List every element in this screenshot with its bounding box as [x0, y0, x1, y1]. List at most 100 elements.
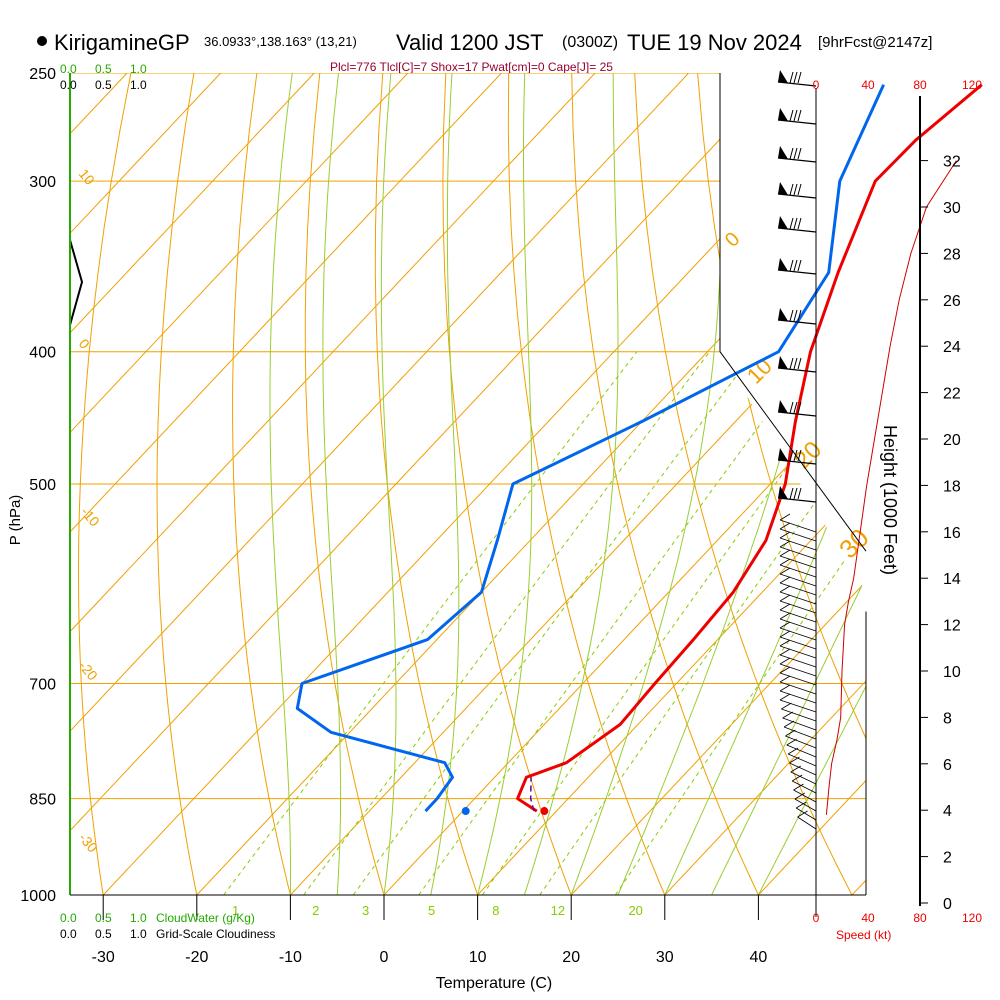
moist-adiabat-line	[269, 73, 315, 895]
wind-barb-feather	[797, 810, 808, 818]
mixing-ratio-label: 5	[428, 903, 435, 918]
wind-barb-staff	[779, 600, 817, 614]
isotherm-label: 10	[742, 354, 777, 389]
station-dot-icon	[37, 36, 47, 46]
mixing-ratio-label: 8	[492, 903, 499, 918]
height-tick-label: 4	[943, 803, 952, 820]
scale-tick-label: 1.0	[130, 911, 147, 925]
wind-barb-staff	[790, 771, 817, 785]
wind-barbs	[777, 70, 957, 830]
moist-adiabat-line	[523, 73, 619, 895]
wind-barb-feather	[779, 585, 791, 593]
wind-barb-feather	[786, 738, 797, 746]
dry-adiabat-line	[156, 73, 198, 895]
height-tick-label: 6	[943, 757, 952, 774]
parcel-line	[529, 777, 535, 812]
scale-tick-label: 1.0	[130, 927, 147, 941]
wind-barb-feather	[790, 765, 802, 773]
moist-adiabat-line	[664, 73, 866, 895]
wind-barb-feather	[793, 357, 798, 370]
wind-barb-staff	[779, 591, 817, 605]
wind-barb-flag	[778, 108, 788, 121]
speed-tick-label: 0	[813, 911, 820, 925]
wind-barb-feather	[779, 693, 791, 701]
wind-barb-feather	[789, 109, 794, 122]
wind-barb-flag	[778, 400, 788, 413]
isotherm-line	[70, 73, 596, 895]
speed-tick-label: 40	[861, 78, 875, 92]
dewpoint-line	[295, 84, 885, 813]
dry-adiabat-line	[507, 73, 666, 895]
wind-barb-feather	[789, 487, 794, 500]
pressure-tick-label: 850	[29, 792, 56, 809]
speed-tick-label: 120	[962, 78, 982, 92]
dry-adiabat-line	[634, 73, 853, 895]
wind-barb-feather	[797, 309, 802, 322]
wind-barb-staff	[777, 157, 817, 163]
isotherm-line	[383, 73, 866, 895]
height-axis-title: Height (1000 Feet)	[880, 425, 900, 575]
temp-tick-label: -20	[185, 949, 208, 966]
wind-barb-staff	[777, 319, 817, 325]
wind-barb-feather	[789, 259, 794, 272]
wind-barb-staff	[779, 645, 817, 659]
wind-barb-feather	[797, 217, 802, 230]
dry-adiabat-line	[442, 73, 572, 895]
wind-barb-staff	[793, 789, 817, 803]
wind-barb-staff	[777, 227, 817, 233]
pressure-tick-label: 400	[29, 345, 56, 362]
scale-tick-label: 1.0	[130, 62, 147, 76]
height-tick-label: 30	[943, 200, 961, 217]
scale-tick-label: 0.5	[95, 927, 112, 941]
wind-barb-feather	[789, 401, 794, 414]
wind-barb-feather	[779, 567, 791, 575]
wind-barb-staff	[777, 269, 817, 275]
moist-adiabat-line	[570, 73, 723, 895]
temp-tick-label: 20	[562, 949, 580, 966]
wind-barb-feather	[779, 684, 791, 692]
mixing-ratio-label: 3	[362, 903, 369, 918]
wind-barb-feather	[789, 449, 794, 462]
speed-tick-label: 80	[913, 78, 927, 92]
mixing-ratio-line	[418, 351, 815, 895]
wind-barb-staff	[777, 193, 817, 199]
height-tick-label: 0	[943, 896, 952, 913]
station-coords: 36.0933°,138.163° (13,21)	[204, 34, 357, 49]
wind-barb-feather	[779, 522, 791, 530]
dry-adiabat-line	[232, 73, 291, 895]
wind-barb-feather	[789, 309, 794, 322]
mixing-ratio-line	[539, 351, 866, 895]
scale-tick-label: 0.0	[60, 62, 77, 76]
wind-barb-staff	[779, 537, 817, 551]
wind-barb-staff	[779, 618, 817, 632]
wind-barb-staff	[779, 636, 817, 650]
isotherm-line	[70, 73, 502, 895]
wind-barb-flag	[778, 356, 788, 369]
temp-tick-label: -30	[92, 949, 115, 966]
pressure-tick-label: 700	[29, 677, 56, 694]
height-tick-label: 10	[943, 664, 961, 681]
wind-barb-flag	[778, 146, 788, 159]
isotherm-line	[70, 73, 409, 895]
wind-barb-staff	[777, 497, 817, 503]
wind-barb-flag	[778, 216, 788, 229]
sounding-traces	[69, 83, 983, 816]
moist-adiabat-line	[430, 73, 465, 895]
temp-tick-label: 30	[656, 949, 674, 966]
temp-tick-label: 40	[750, 949, 768, 966]
height-tick-label: 8	[943, 710, 952, 727]
wind-barb-feather	[789, 217, 794, 230]
wind-barb-feather	[797, 71, 802, 84]
wind-barb-staff	[789, 762, 817, 776]
wind-barb-staff	[779, 672, 817, 686]
isotherm-line	[70, 73, 315, 895]
speed-tick-label: 120	[962, 911, 982, 925]
wind-barb-feather	[797, 401, 802, 414]
wind-barb-feather	[779, 549, 791, 557]
scale-tick-label: 0.5	[95, 911, 112, 925]
scale-tick-label: 0.5	[95, 78, 112, 92]
indices-line: Plcl=776 Tlcl[C]=7 Shox=17 Pwat[cm]=0 Ca…	[330, 60, 613, 74]
wind-barb-feather	[793, 487, 798, 500]
